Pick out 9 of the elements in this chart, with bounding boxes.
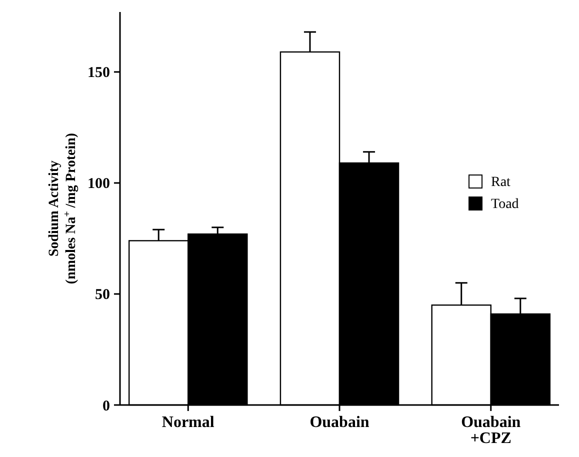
x-tick-label: Ouabain +CPZ bbox=[461, 414, 521, 447]
y-tick-label: 0 bbox=[102, 398, 110, 414]
x-tick-label: Normal bbox=[162, 414, 215, 431]
legend-label: Rat bbox=[491, 175, 511, 190]
legend-label: Toad bbox=[491, 197, 519, 212]
x-tick-label: Ouabain bbox=[310, 414, 370, 431]
y-tick-label: 100 bbox=[88, 176, 110, 192]
y-tick-label: 50 bbox=[95, 287, 110, 304]
y-tick-label: 150 bbox=[88, 65, 110, 82]
